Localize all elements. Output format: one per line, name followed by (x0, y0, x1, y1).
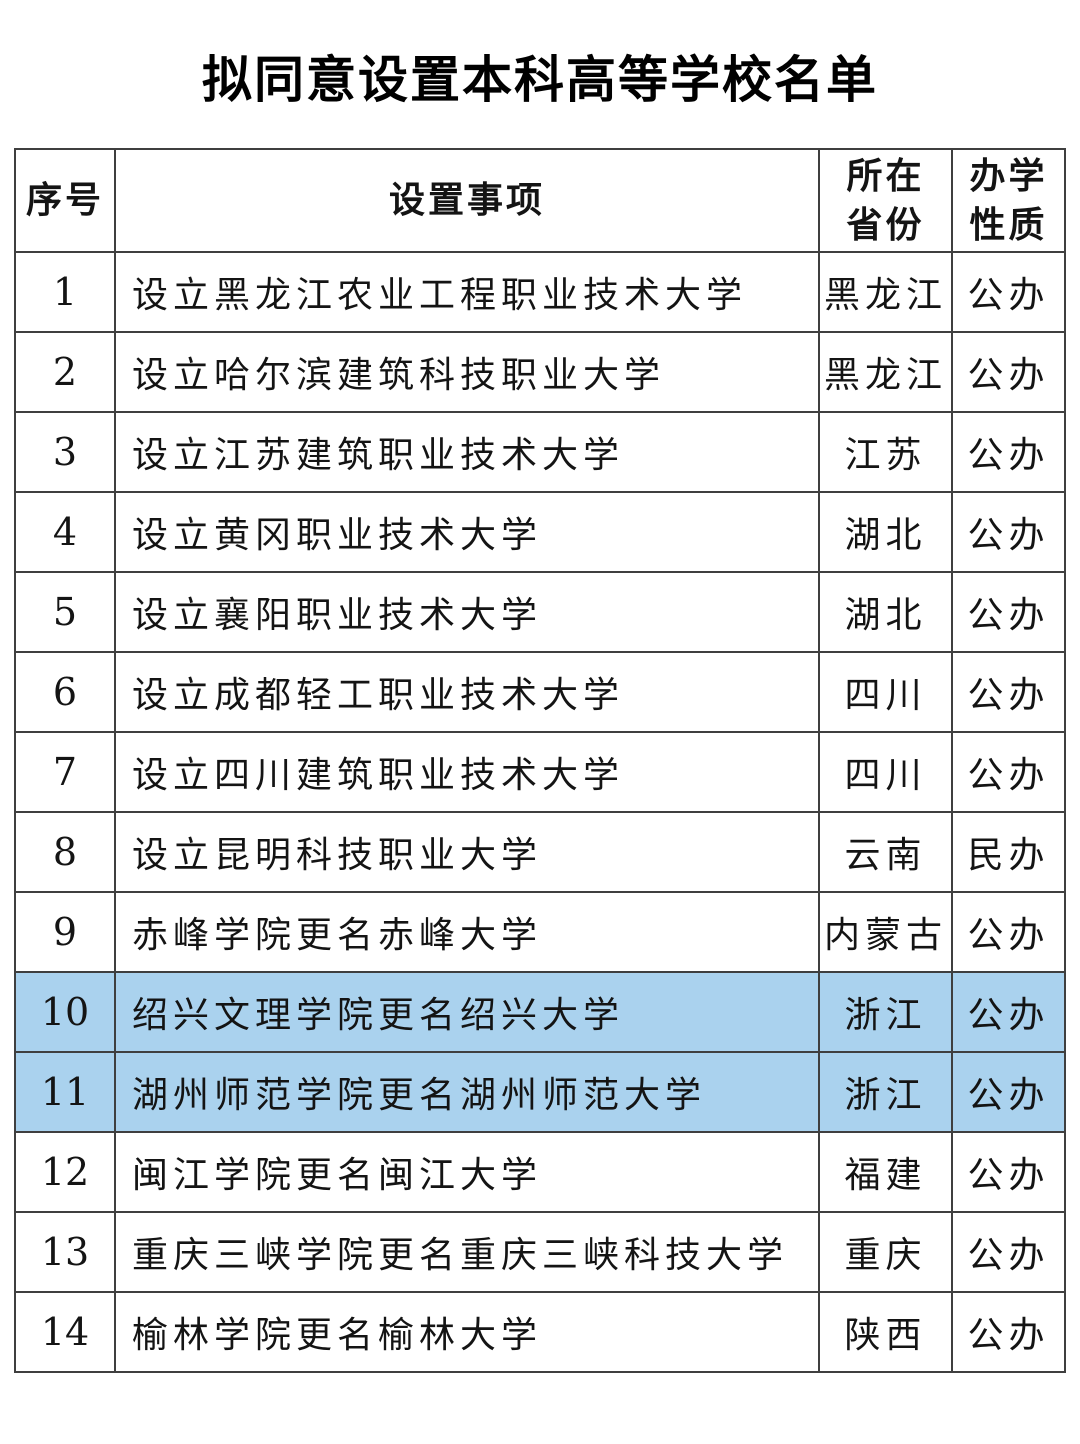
row-school-type: 公办 (951, 331, 1066, 413)
row-serial-number: 4 (14, 491, 116, 573)
row-setup-item: 赤峰学院更名赤峰大学 (114, 891, 820, 973)
table-header: 序号 设置事项 所在 省份 办学 性质 (14, 148, 1066, 253)
row-school-type: 民办 (951, 811, 1066, 893)
row-setup-item: 设立江苏建筑职业技术大学 (114, 411, 820, 493)
row-serial-number: 11 (14, 1051, 116, 1133)
row-school-type: 公办 (951, 411, 1066, 493)
row-setup-item: 设立成都轻工职业技术大学 (114, 651, 820, 733)
row-province: 内蒙古 (818, 891, 953, 973)
university-list-table: 序号 设置事项 所在 省份 办学 性质 1 设立黑龙江农业工程职业技术大学 黑龙… (14, 148, 1066, 1373)
row-province: 黑龙江 (818, 331, 953, 413)
table-row: 14 榆林学院更名榆林大学 陕西 公办 (14, 1291, 1066, 1373)
row-serial-number: 2 (14, 331, 116, 413)
row-school-type: 公办 (951, 1211, 1066, 1293)
row-province: 江苏 (818, 411, 953, 493)
row-province: 云南 (818, 811, 953, 893)
header-setup-item: 设置事项 (114, 148, 820, 253)
table-row: 9 赤峰学院更名赤峰大学 内蒙古 公办 (14, 891, 1066, 973)
row-school-type: 公办 (951, 251, 1066, 333)
row-serial-number: 10 (14, 971, 116, 1053)
header-province: 所在 省份 (818, 148, 953, 253)
row-province: 福建 (818, 1131, 953, 1213)
row-school-type: 公办 (951, 1051, 1066, 1133)
table-row: 13 重庆三峡学院更名重庆三峡科技大学 重庆 公办 (14, 1211, 1066, 1293)
header-school-type: 办学 性质 (951, 148, 1066, 253)
table-row: 11 湖州师范学院更名湖州师范大学 浙江 公办 (14, 1051, 1066, 1133)
row-serial-number: 12 (14, 1131, 116, 1213)
row-setup-item: 设立黄冈职业技术大学 (114, 491, 820, 573)
row-school-type: 公办 (951, 571, 1066, 653)
row-school-type: 公办 (951, 731, 1066, 813)
row-province: 浙江 (818, 971, 953, 1053)
page: 拟同意设置本科高等学校名单 序号 设置事项 所在 省份 办学 性质 1 设立黑龙… (0, 40, 1080, 1373)
row-serial-number: 13 (14, 1211, 116, 1293)
row-province: 重庆 (818, 1211, 953, 1293)
table-row: 3 设立江苏建筑职业技术大学 江苏 公办 (14, 411, 1066, 493)
table-row: 5 设立襄阳职业技术大学 湖北 公办 (14, 571, 1066, 653)
row-setup-item: 绍兴文理学院更名绍兴大学 (114, 971, 820, 1053)
table-row: 7 设立四川建筑职业技术大学 四川 公办 (14, 731, 1066, 813)
row-school-type: 公办 (951, 1131, 1066, 1213)
row-setup-item: 设立襄阳职业技术大学 (114, 571, 820, 653)
row-school-type: 公办 (951, 971, 1066, 1053)
row-province: 四川 (818, 651, 953, 733)
row-serial-number: 3 (14, 411, 116, 493)
row-serial-number: 6 (14, 651, 116, 733)
row-serial-number: 5 (14, 571, 116, 653)
row-school-type: 公办 (951, 1291, 1066, 1373)
row-serial-number: 1 (14, 251, 116, 333)
header-serial-number: 序号 (14, 148, 116, 253)
row-school-type: 公办 (951, 651, 1066, 733)
row-setup-item: 设立黑龙江农业工程职业技术大学 (114, 251, 820, 333)
row-setup-item: 湖州师范学院更名湖州师范大学 (114, 1051, 820, 1133)
table-row: 1 设立黑龙江农业工程职业技术大学 黑龙江 公办 (14, 251, 1066, 333)
table-row: 12 闽江学院更名闽江大学 福建 公办 (14, 1131, 1066, 1213)
row-province: 陕西 (818, 1291, 953, 1373)
table-row: 6 设立成都轻工职业技术大学 四川 公办 (14, 651, 1066, 733)
row-setup-item: 闽江学院更名闽江大学 (114, 1131, 820, 1213)
row-setup-item: 设立哈尔滨建筑科技职业大学 (114, 331, 820, 413)
row-serial-number: 9 (14, 891, 116, 973)
row-serial-number: 8 (14, 811, 116, 893)
table-row: 4 设立黄冈职业技术大学 湖北 公办 (14, 491, 1066, 573)
table-row: 8 设立昆明科技职业大学 云南 民办 (14, 811, 1066, 893)
table-row: 10 绍兴文理学院更名绍兴大学 浙江 公办 (14, 971, 1066, 1053)
row-province: 湖北 (818, 571, 953, 653)
row-setup-item: 设立四川建筑职业技术大学 (114, 731, 820, 813)
row-province: 浙江 (818, 1051, 953, 1133)
table-header-row: 序号 设置事项 所在 省份 办学 性质 (14, 148, 1066, 253)
row-setup-item: 榆林学院更名榆林大学 (114, 1291, 820, 1373)
row-serial-number: 14 (14, 1291, 116, 1373)
row-school-type: 公办 (951, 491, 1066, 573)
row-setup-item: 重庆三峡学院更名重庆三峡科技大学 (114, 1211, 820, 1293)
row-setup-item: 设立昆明科技职业大学 (114, 811, 820, 893)
row-province: 湖北 (818, 491, 953, 573)
page-title: 拟同意设置本科高等学校名单 (202, 52, 878, 108)
row-province: 四川 (818, 731, 953, 813)
row-school-type: 公办 (951, 891, 1066, 973)
row-province: 黑龙江 (818, 251, 953, 333)
table-row: 2 设立哈尔滨建筑科技职业大学 黑龙江 公办 (14, 331, 1066, 413)
row-serial-number: 7 (14, 731, 116, 813)
table-body: 1 设立黑龙江农业工程职业技术大学 黑龙江 公办 2 设立哈尔滨建筑科技职业大学… (14, 251, 1066, 1373)
